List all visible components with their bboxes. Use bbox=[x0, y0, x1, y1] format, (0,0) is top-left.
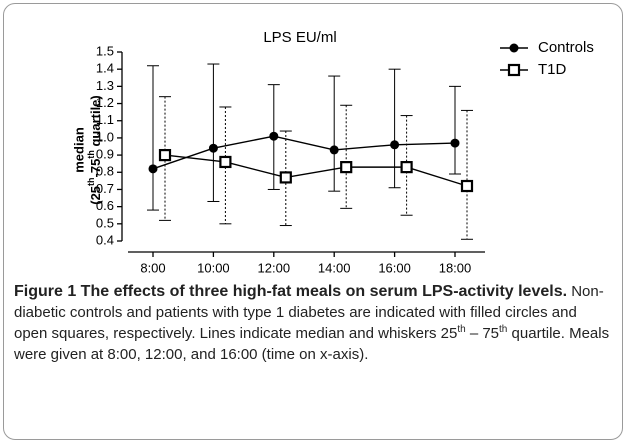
caption-sup: th bbox=[499, 324, 508, 335]
data-point bbox=[400, 161, 413, 174]
data-point bbox=[390, 140, 400, 150]
y-label-line: median bbox=[71, 127, 86, 173]
data-point bbox=[208, 143, 218, 153]
legend-label: Controls bbox=[538, 39, 594, 56]
y-tick-label: 0.5 bbox=[96, 215, 114, 230]
y-tick-label: 1.5 bbox=[96, 43, 114, 58]
y-tick-label: 0.7 bbox=[96, 181, 114, 196]
chart: LPS EU/ml median (25th-75th quartile) 0.… bbox=[71, 29, 594, 275]
x-tick-label: 18:00 bbox=[439, 260, 472, 275]
caption-text: – 75 bbox=[465, 325, 500, 342]
data-point bbox=[340, 161, 353, 174]
y-tick-label: 0.4 bbox=[96, 232, 114, 247]
data-point bbox=[329, 145, 339, 155]
caption-text: Non-diabetic controls and patients with … bbox=[14, 283, 604, 342]
series-line bbox=[152, 135, 456, 170]
y-label-line: (25th-75th quartile) bbox=[86, 95, 103, 205]
x-tick-label: 10:00 bbox=[197, 260, 230, 275]
x-tick-label: 16:00 bbox=[378, 260, 411, 275]
legend-label: T1D bbox=[538, 61, 567, 78]
y-tick-label: 1.1 bbox=[96, 112, 114, 127]
y-label-part: -75 bbox=[88, 159, 103, 178]
y-tick-label: 1.4 bbox=[96, 61, 114, 76]
legend-marker bbox=[507, 63, 521, 77]
data-point bbox=[148, 164, 158, 174]
x-tick-label: 14:00 bbox=[318, 260, 351, 275]
data-point bbox=[219, 155, 232, 169]
caption: Figure 1 The effects of three high-fat m… bbox=[14, 281, 614, 365]
data-point bbox=[460, 179, 474, 193]
y-label-sup: th bbox=[86, 177, 96, 186]
x-tick-label: 8:00 bbox=[140, 260, 165, 275]
y-tick-label: 0.6 bbox=[96, 198, 114, 213]
y-tick-label: 0.8 bbox=[96, 164, 114, 179]
series-line bbox=[164, 154, 468, 187]
data-point bbox=[279, 171, 292, 184]
caption-sup: th bbox=[457, 324, 466, 335]
y-tick-label: 1.3 bbox=[96, 78, 114, 93]
y-axis-label: median (25th-75th quartile) bbox=[71, 95, 103, 205]
x-tick-label: 12:00 bbox=[258, 260, 291, 275]
caption-title: Figure 1 The effects of three high-fat m… bbox=[14, 283, 568, 300]
y-tick-label: 1.0 bbox=[96, 129, 114, 144]
y-label-sup: th bbox=[86, 150, 96, 159]
figure-frame bbox=[3, 3, 623, 440]
y-label-part: quartile) bbox=[88, 95, 103, 150]
data-point bbox=[269, 131, 279, 141]
y-tick-label: 0.9 bbox=[96, 147, 114, 162]
legend-marker bbox=[509, 43, 519, 53]
caption-text: quartile. Meals were given at 8:00, 12:0… bbox=[14, 325, 610, 363]
chart-title: LPS EU/ml bbox=[263, 29, 336, 46]
data-point bbox=[158, 148, 172, 162]
data-point bbox=[450, 138, 460, 148]
y-tick-label: 1.2 bbox=[96, 95, 114, 110]
y-label-part: (25 bbox=[88, 186, 103, 205]
